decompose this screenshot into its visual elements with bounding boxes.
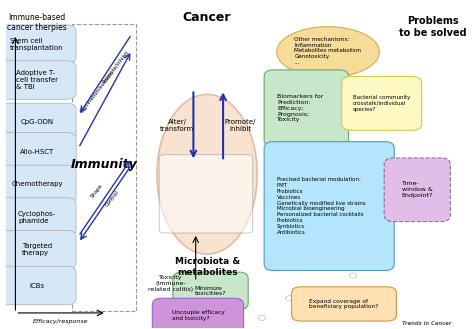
FancyBboxPatch shape: [292, 287, 396, 321]
FancyBboxPatch shape: [0, 103, 76, 142]
Text: Immunity: Immunity: [71, 158, 138, 171]
Text: Uncouple efficacy
and toxicity?: Uncouple efficacy and toxicity?: [172, 310, 224, 321]
FancyBboxPatch shape: [152, 298, 244, 329]
FancyBboxPatch shape: [0, 230, 76, 269]
Text: Alter/
transform: Alter/ transform: [160, 119, 194, 132]
FancyBboxPatch shape: [0, 61, 76, 99]
FancyBboxPatch shape: [0, 198, 76, 236]
Text: Microbiota &
metabolites: Microbiota & metabolites: [174, 258, 240, 277]
Text: Cancer: Cancer: [183, 11, 231, 24]
Text: Biomarkers for
Prediction:
Efficacy;
Prognosis;
Toxicity: Biomarkers for Prediction: Efficacy; Pro…: [277, 94, 323, 122]
Text: Shape: Shape: [90, 183, 104, 199]
Text: Efficacy/response: Efficacy/response: [33, 319, 89, 324]
FancyBboxPatch shape: [173, 272, 248, 310]
FancyBboxPatch shape: [0, 25, 76, 63]
Text: Elimination/evasion: Elimination/evasion: [79, 69, 115, 113]
Text: Adoptive T-
cell transfer
& TBI: Adoptive T- cell transfer & TBI: [16, 70, 58, 90]
Text: Promote/inhibit: Promote/inhibit: [100, 49, 129, 84]
FancyBboxPatch shape: [0, 266, 76, 305]
Text: Immune-based
cancer therpies: Immune-based cancer therpies: [8, 13, 67, 32]
Text: Precised bacterial modulation:
FMT
Probiotics
Vaccines
Genetically modified live: Precised bacterial modulation: FMT Probi…: [277, 177, 365, 235]
FancyBboxPatch shape: [342, 76, 421, 130]
Text: CpG-ODN: CpG-ODN: [20, 119, 54, 125]
Text: Trends in Cancer: Trends in Cancer: [402, 321, 451, 326]
FancyBboxPatch shape: [384, 158, 450, 222]
Text: Control: Control: [104, 190, 120, 208]
FancyBboxPatch shape: [264, 142, 394, 270]
Text: Chemotherapy: Chemotherapy: [11, 181, 63, 188]
Text: Expand coverage of
beneficiary population?: Expand coverage of beneficiary populatio…: [310, 298, 379, 309]
Text: ICBs: ICBs: [29, 283, 45, 289]
Ellipse shape: [277, 27, 379, 77]
FancyBboxPatch shape: [264, 70, 348, 146]
Text: Minimize
toxicities?: Minimize toxicities?: [195, 286, 226, 296]
FancyBboxPatch shape: [159, 155, 253, 233]
FancyBboxPatch shape: [0, 165, 76, 204]
Text: Toxicity
(Immune-
related colitis): Toxicity (Immune- related colitis): [148, 275, 193, 292]
Text: Problems
to be solved: Problems to be solved: [399, 16, 467, 38]
Text: Time-
window &
Endpoint?: Time- window & Endpoint?: [401, 182, 433, 198]
Text: Promote/
inhibit: Promote/ inhibit: [224, 119, 255, 132]
Text: Other mechanisms:
Inflammation
Metabolites metabolism
Genotoxicity
...: Other mechanisms: Inflammation Metabolit…: [294, 37, 362, 65]
Text: Stem cell
transplantation: Stem cell transplantation: [10, 38, 64, 51]
Text: Targeted
therapy: Targeted therapy: [22, 243, 52, 256]
Ellipse shape: [157, 94, 257, 254]
FancyBboxPatch shape: [0, 133, 76, 171]
Text: Allo-HSCT: Allo-HSCT: [20, 149, 54, 155]
Text: Cyclophos-
phamide: Cyclophos- phamide: [18, 211, 56, 223]
Text: Bacterial community
crosstalk/individual
species?: Bacterial community crosstalk/individual…: [353, 95, 410, 112]
